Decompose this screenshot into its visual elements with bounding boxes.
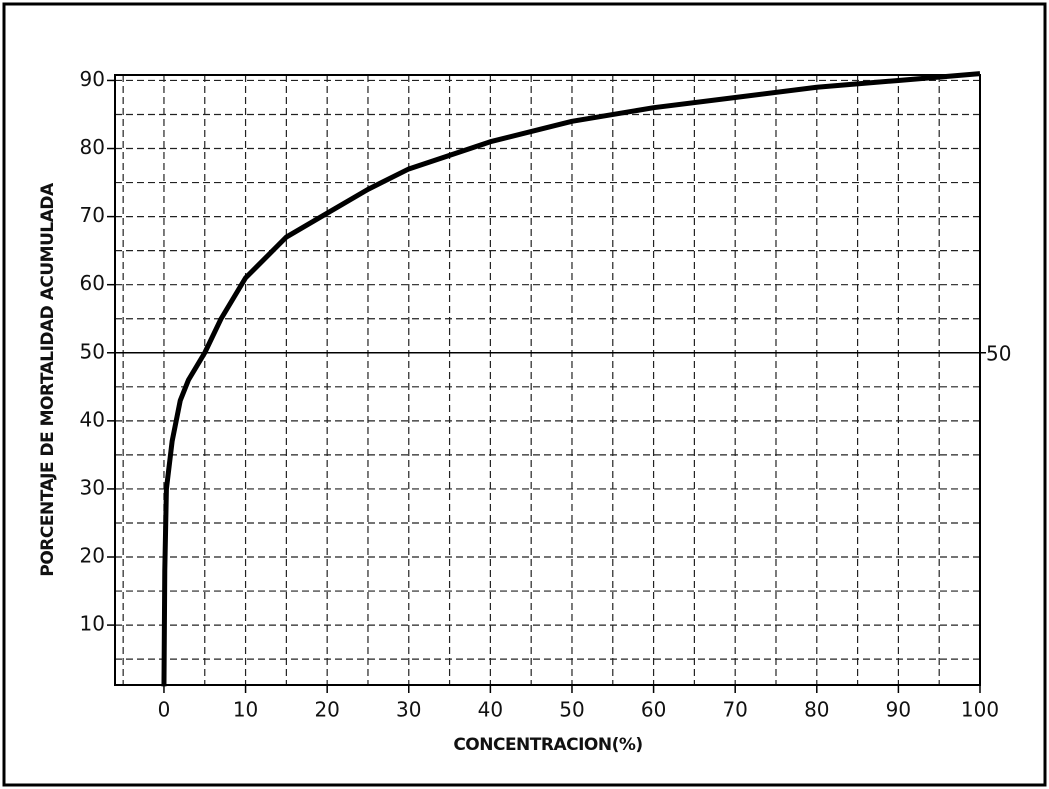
x-tick-label: 10 [233, 698, 258, 722]
y-tick-label: 30 [80, 475, 105, 499]
x-tick-label: 30 [396, 698, 421, 722]
x-tick-label: 20 [314, 698, 339, 722]
y-tick-label: 10 [80, 612, 105, 636]
x-tick-label: 0 [158, 698, 171, 722]
x-tick-label: 70 [722, 698, 747, 722]
x-tick-label: 100 [961, 698, 999, 722]
y-tick-label: 40 [80, 407, 105, 431]
y-tick-label: 20 [80, 544, 105, 568]
x-tick-label: 40 [478, 698, 503, 722]
x-tick-label: 60 [641, 698, 666, 722]
reference-label: 50 [986, 341, 1011, 365]
plot-border [114, 74, 981, 686]
x-tick-label: 90 [886, 698, 911, 722]
y-axis-title: PORCENTAJE DE MORTALIDAD ACUMULADA [38, 182, 58, 577]
y-tick-label: 50 [80, 339, 105, 363]
x-axis-title: CONCENTRACION(%) [453, 735, 642, 755]
y-tick-label: 60 [80, 271, 105, 295]
line-series [161, 71, 981, 687]
x-tick-label: 80 [804, 698, 829, 722]
x-tick-label: 50 [559, 698, 584, 722]
y-tick-label: 70 [80, 203, 105, 227]
y-tick-label: 80 [80, 135, 105, 159]
y-tick-label: 90 [80, 67, 105, 91]
